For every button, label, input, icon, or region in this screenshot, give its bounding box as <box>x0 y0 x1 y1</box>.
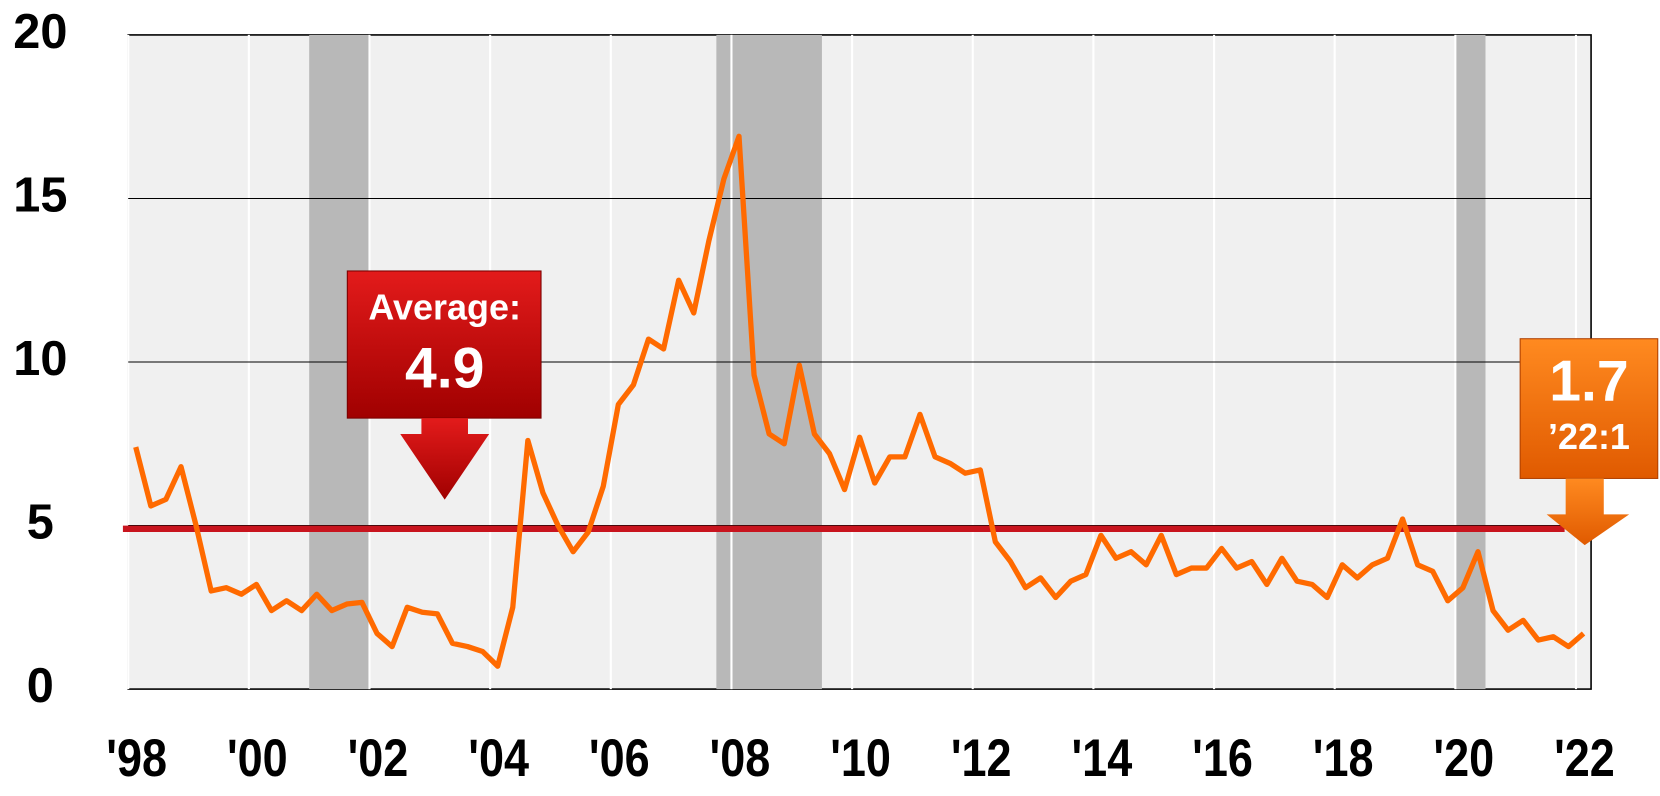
x-tick-label: '08 <box>710 730 771 788</box>
x-tick-label: '00 <box>227 730 288 788</box>
x-tick-label: '98 <box>106 730 167 788</box>
x-tick-label: '04 <box>468 730 529 788</box>
x-tick-label: '02 <box>348 730 409 788</box>
y-tick-label: 5 <box>27 495 54 549</box>
y-tick-label: 20 <box>13 5 67 59</box>
foreground-layer: '98 '00 '02 '04 '06 '08 '10 '12 '14 '16 '18 '20 '22 0… <box>13 5 1659 788</box>
x-tick-label: '10 <box>830 730 891 788</box>
x-tick-label: '22 <box>1554 730 1615 788</box>
average-callout-box <box>346 270 542 419</box>
x-tick-label: '16 <box>1192 730 1253 788</box>
data-line <box>133 133 1586 669</box>
y-tick-label: 0 <box>27 659 54 713</box>
y-tick-label: 15 <box>13 168 67 222</box>
latest-callout-arrow <box>1546 478 1630 546</box>
x-tick-label: '06 <box>589 730 650 788</box>
y-tick-label: 10 <box>13 332 67 386</box>
average-callout-arrow <box>400 418 490 500</box>
x-tick-label: '12 <box>951 730 1012 788</box>
average-label: Average: <box>368 287 521 328</box>
background-layer <box>127 34 1592 690</box>
latest-value: 1.7 <box>1549 349 1628 413</box>
latest-period: ’22:1 <box>1548 416 1630 457</box>
average-value: 4.9 <box>405 337 484 401</box>
latest-callout-box <box>1519 338 1659 479</box>
x-tick-label: '14 <box>1071 730 1132 788</box>
x-tick-label: '18 <box>1313 730 1374 788</box>
x-tick-label: '20 <box>1433 730 1494 788</box>
